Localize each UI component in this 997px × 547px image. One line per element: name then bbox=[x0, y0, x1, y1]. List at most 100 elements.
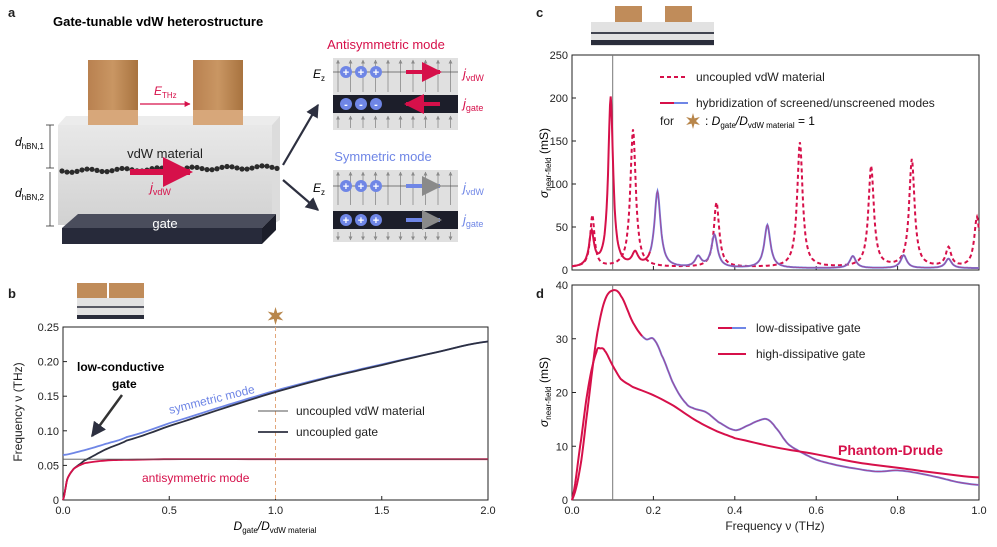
atom bbox=[99, 168, 105, 175]
antisymmetric-mode-label: antisymmetric mode bbox=[142, 471, 250, 485]
vdw-material-label: vdW material bbox=[127, 146, 203, 161]
atom bbox=[89, 166, 95, 172]
y-tick-label: 40 bbox=[556, 280, 568, 292]
frequency-plot: 0.0 0.5 1.0 1.5 2.000.050.100.150.200.25symm… bbox=[11, 307, 496, 535]
sym-jgate-label: jgate bbox=[461, 212, 483, 229]
panel-b: b 0.0 0.5 1.0 1.5 2.000.050.100.150.200.25sy… bbox=[8, 283, 496, 535]
legend-label: uncoupled vdW material bbox=[696, 70, 825, 84]
annotation-arrow bbox=[90, 394, 124, 438]
charge bbox=[340, 180, 352, 192]
low-conductive-annotation: low-conductive bbox=[77, 360, 165, 374]
atom bbox=[189, 164, 195, 170]
x-tick-label: 0.6 bbox=[809, 505, 824, 517]
y-tick-label: 0.20 bbox=[38, 357, 59, 369]
y-tick-label: 0.10 bbox=[38, 426, 59, 438]
symmetric-title: Symmetric mode bbox=[334, 149, 432, 164]
atom bbox=[64, 169, 70, 175]
atom bbox=[69, 169, 75, 175]
charge-sign: - bbox=[344, 99, 348, 111]
gate-label: gate bbox=[152, 216, 177, 231]
series-line-high-dissipative bbox=[571, 347, 980, 501]
atom bbox=[74, 168, 80, 174]
gate-slab bbox=[62, 228, 262, 244]
antisymmetric-title: Antisymmetric mode bbox=[327, 37, 445, 52]
anti-jgate-label: jgate bbox=[461, 96, 483, 113]
anti-jvdw-label: jvdW bbox=[461, 66, 484, 83]
charge bbox=[370, 66, 382, 78]
series-line bbox=[62, 458, 488, 501]
atom bbox=[259, 163, 265, 169]
panel-a-letter: a bbox=[8, 5, 16, 20]
panel-c: c 0 50 100 150 200 250 uncoupled vdW material h… bbox=[536, 5, 980, 277]
x-tick-label: 0.0 bbox=[564, 505, 579, 517]
atom bbox=[59, 168, 65, 174]
sym-jvdw-label: jvdW bbox=[461, 180, 484, 197]
y-axis-label: σnear-field (mS) bbox=[537, 357, 553, 427]
legend-label: for bbox=[660, 114, 674, 128]
antisymmetric-mode-schematic: Antisymmetric mode + + +- - - Ez jvdW jgate bbox=[313, 37, 484, 130]
charge-sign: + bbox=[343, 67, 349, 79]
conductivity-peaks-plot: 0 50 100 150 200 250 uncoupled vdW material hyb… bbox=[537, 50, 980, 277]
legend-label: high-dissipative gate bbox=[756, 347, 866, 361]
sym-ez-label: Ez bbox=[313, 181, 325, 197]
charge bbox=[340, 66, 352, 78]
charge-sign: + bbox=[358, 67, 364, 79]
series-line-low-dissipative bbox=[571, 289, 643, 501]
legend-condition: : Dgate/DvdW material = 1 bbox=[705, 114, 815, 130]
charge-sign: + bbox=[358, 181, 364, 193]
atom bbox=[94, 167, 100, 173]
panel-b-letter: b bbox=[8, 286, 16, 301]
phantom-drude-plot: 0.0 0.2 0.4 0.6 0.8 1.0 0 10 20 30 40 low-dissipati… bbox=[537, 280, 987, 533]
atom bbox=[119, 165, 125, 172]
atom bbox=[239, 166, 245, 172]
charge bbox=[355, 98, 367, 110]
panel-a-title: Gate-tunable vdW heterostructure bbox=[53, 14, 263, 29]
atom bbox=[214, 166, 220, 172]
charge bbox=[355, 66, 367, 78]
panel-b-device-icon bbox=[77, 283, 144, 319]
charge-sign: + bbox=[343, 215, 349, 227]
ethz-label: ETHz bbox=[154, 84, 177, 100]
y-tick-label: 10 bbox=[556, 441, 568, 453]
atom bbox=[274, 165, 280, 171]
right-electrode bbox=[193, 60, 243, 115]
x-tick-label: 2.0 bbox=[480, 505, 495, 517]
y-tick-label: 0.05 bbox=[38, 460, 59, 472]
atom bbox=[244, 166, 250, 172]
charge bbox=[355, 214, 367, 226]
panel-c-device-icon bbox=[591, 6, 714, 46]
charge-sign: + bbox=[373, 67, 379, 79]
charge-sign: + bbox=[373, 181, 379, 193]
atom bbox=[234, 165, 240, 171]
y-tick-label: 0.15 bbox=[38, 391, 59, 403]
legend-label: low-dissipative gate bbox=[756, 321, 861, 335]
atom bbox=[219, 164, 225, 170]
atom bbox=[124, 166, 130, 172]
series-line-low-dissipative-overlay bbox=[641, 335, 980, 486]
charge bbox=[340, 214, 352, 226]
charge bbox=[370, 214, 382, 226]
arrow-to-antisymmetric bbox=[282, 103, 319, 166]
y-tick-label: 0 bbox=[562, 495, 568, 507]
legend-label: uncoupled gate bbox=[296, 425, 378, 439]
x-tick-label: 0.5 bbox=[162, 505, 177, 517]
x-tick-label: 0.8 bbox=[890, 505, 905, 517]
star-icon bbox=[267, 307, 284, 325]
y-axis-label: σnear-field (mS) bbox=[537, 128, 553, 198]
y-tick-label: 0 bbox=[53, 495, 59, 507]
arrow-to-symmetric bbox=[282, 179, 320, 211]
d-hbn1-label: dhBN,1 bbox=[15, 135, 44, 151]
atom bbox=[269, 164, 275, 170]
series-line-hybrid-red bbox=[571, 96, 651, 268]
y-tick-label: 20 bbox=[556, 388, 568, 400]
atom bbox=[204, 166, 210, 173]
x-axis-label: Dgate/DvdW material bbox=[234, 519, 317, 535]
charge bbox=[370, 98, 382, 110]
gate-top bbox=[62, 214, 276, 228]
atom bbox=[114, 166, 120, 172]
y-tick-label: 0 bbox=[562, 265, 568, 277]
charge bbox=[340, 98, 352, 110]
x-tick-label: 0.0 bbox=[55, 505, 70, 517]
legend-label: hybridization of screened/unscreened mod… bbox=[696, 96, 935, 110]
